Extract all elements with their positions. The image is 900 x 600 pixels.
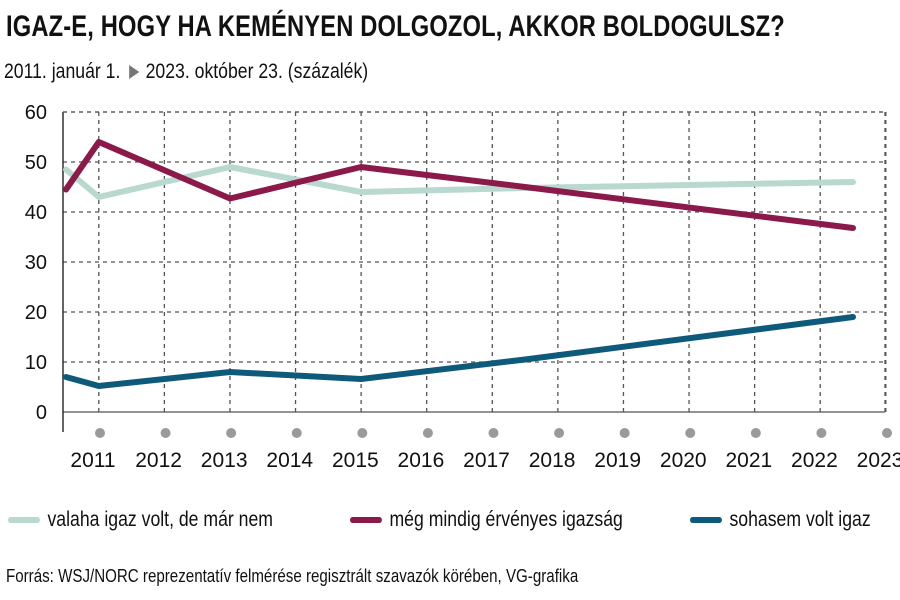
x-tick-dot [554,428,565,438]
x-tick-label: 2018 [529,449,576,472]
legend-item-sohasem: sohasem volt igaz [690,508,871,532]
y-tick-label: 20 [25,302,47,324]
x-tick-dot [685,428,696,438]
legend-item-meg-mindig: még mindig érvényes igazság [350,508,623,532]
series-line-0 [63,164,856,200]
legend-label-valaha: valaha igaz volt, de már nem [47,508,273,531]
x-tick-dot [422,428,433,438]
chart-subtitle: 2011. január 1. 2023. október 23. (százal… [4,60,368,84]
y-tick-label: 50 [25,152,47,174]
x-tick-label: 2017 [463,449,510,472]
x-tick-dot [226,428,237,438]
y-tick-label: 30 [25,252,47,274]
legend-swatch-sohasem [690,517,722,524]
legend-swatch-meg-mindig [350,517,382,524]
y-tick-label: 60 [25,102,47,124]
x-tick-label: 2020 [660,449,707,472]
legend-swatch-valaha [8,517,40,524]
x-tick-dot [882,428,892,438]
x-tick-label: 2015 [332,449,379,472]
y-tick-label: 10 [25,352,47,374]
legend-label-sohasem: sohasem volt igaz [729,508,871,531]
x-tick-label: 2023 [857,449,900,472]
x-tick-label: 2012 [135,449,182,472]
x-tick-label: 2014 [266,449,313,472]
legend-item-valaha: valaha igaz volt, de már nem [8,508,273,532]
x-tick-dot [160,428,171,438]
x-tick-dot [750,428,761,438]
series-line-2 [63,314,856,389]
x-tick-label: 2016 [398,449,445,472]
play-arrow-icon [128,64,139,79]
x-tick-dot [619,428,630,438]
y-tick-label: 40 [25,202,47,224]
x-tick-label: 2021 [725,449,772,472]
x-tick-dot [488,428,499,438]
y-tick-label: 0 [36,402,47,424]
series-line-1 [63,139,856,231]
x-tick-label: 2011 [70,449,115,472]
subtitle-end-date: 2023. október 23. (százalék) [145,60,369,83]
x-tick-label: 2022 [791,449,838,472]
legend-label-meg-mindig: még mindig érvényes igazság [389,508,623,531]
x-tick-dot [357,428,368,438]
x-tick-dot [291,428,302,438]
subtitle-start-date: 2011. január 1. [4,60,121,83]
x-tick-label: 2013 [201,449,248,472]
line-chart: 0 10 20 30 40 50 60 2011 2012 2013 2014 2015 2016 201… [25,102,900,472]
chart-title: IGAZ-E, HOGY HA KEMÉNYEN DOLGOZOL, AKKOR… [6,10,785,43]
x-tick-label: 2019 [594,449,641,472]
x-tick-dot [95,428,105,438]
x-tick-dot [816,428,827,438]
source-note: Forrás: WSJ/NORC reprezentatív felmérése… [6,566,579,586]
